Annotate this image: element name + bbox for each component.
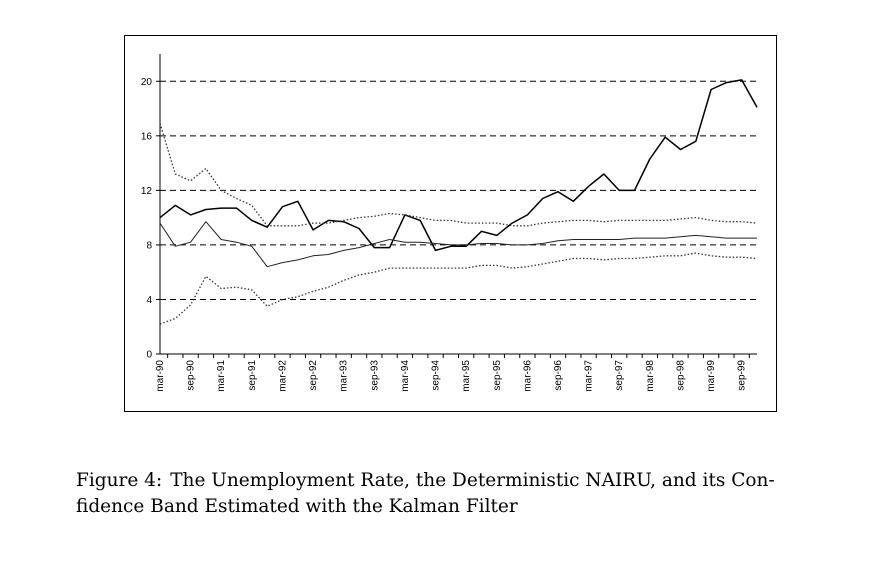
x-tick-label: sep-93 — [369, 360, 380, 391]
x-tick-label: sep-94 — [431, 360, 442, 391]
y-tick-labels: 0 4 8 12 16 20 — [141, 77, 153, 361]
x-tick-label: sep-99 — [737, 360, 748, 391]
x-tick-label: mar-92 — [277, 360, 288, 392]
x-tick-label: sep-95 — [492, 360, 503, 391]
x-tick-label: mar-96 — [522, 360, 533, 392]
x-tick-label: mar-99 — [706, 360, 717, 392]
x-tick-label: mar-94 — [400, 360, 411, 392]
y-tick-label: 0 — [146, 350, 152, 361]
chart-frame: 0 4 8 12 16 20 mar-90 sep-90 mar-91 sep-91 mar-92… — [124, 35, 777, 412]
x-tick-label: mar-91 — [216, 360, 227, 392]
y-tick-label: 4 — [146, 295, 152, 306]
y-tick-label: 20 — [141, 77, 153, 88]
series-line-3 — [159, 123, 758, 227]
x-tick-label: mar-97 — [584, 360, 595, 392]
line-chart: 0 4 8 12 16 20 mar-90 sep-90 mar-91 sep-91 mar-92… — [141, 54, 758, 392]
gridlines — [160, 80, 757, 300]
caption-text: The Unemployment Rate, the Deterministic… — [76, 470, 775, 517]
x-tick-label: sep-96 — [553, 360, 564, 391]
x-tick-label: mar-93 — [339, 360, 350, 392]
x-tick-label: sep-97 — [614, 360, 625, 391]
x-tick-label: sep-92 — [308, 360, 319, 391]
x-tick-label: sep-98 — [675, 360, 686, 391]
series-line-2 — [159, 221, 757, 268]
x-tick-label: sep-90 — [186, 360, 197, 391]
series-line-1 — [159, 79, 758, 252]
series-lines — [159, 79, 758, 325]
y-tick-label: 12 — [141, 186, 153, 197]
x-tick-labels: mar-90 sep-90 mar-91 sep-91 mar-92 sep-92 mar-… — [155, 360, 748, 392]
x-tick-label: mar-98 — [645, 360, 656, 392]
x-tick-label: sep-91 — [247, 360, 258, 391]
caption-label: Figure 4: — [76, 470, 163, 491]
x-tick-label: mar-95 — [461, 360, 472, 392]
x-tick-label: mar-90 — [155, 360, 166, 392]
axes — [156, 54, 757, 358]
figure-caption: Figure 4: The Unemployment Rate, the Dete… — [76, 468, 836, 520]
y-tick-label: 16 — [141, 131, 153, 142]
y-tick-label: 8 — [146, 240, 152, 251]
series-line-4 — [159, 252, 758, 325]
